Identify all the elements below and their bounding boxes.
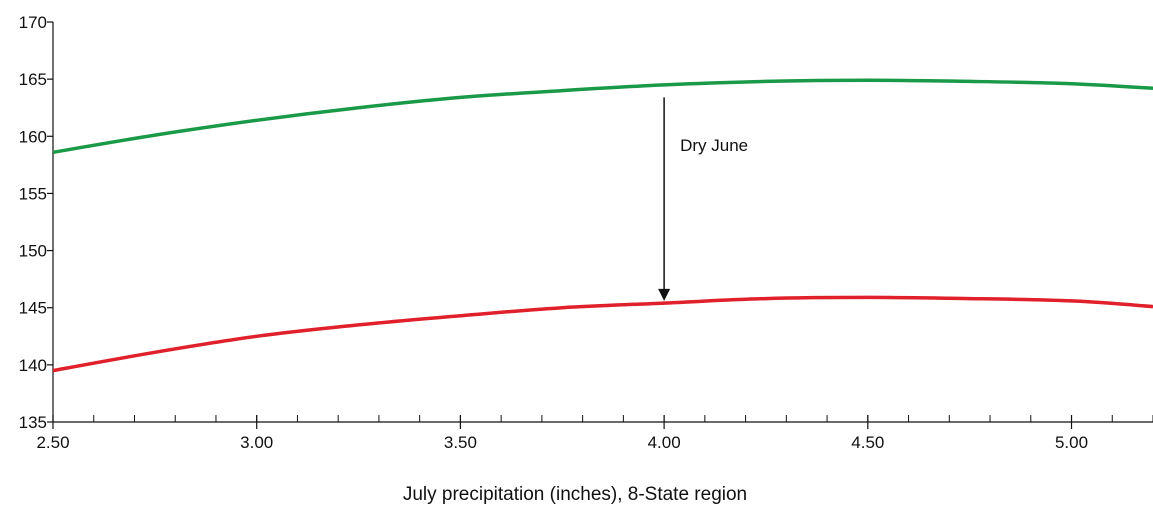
- y-tick-label: 145: [19, 299, 47, 318]
- x-tick-label: 3.00: [240, 433, 273, 452]
- y-tick-label: 160: [19, 127, 47, 146]
- y-tick-label: 150: [19, 242, 47, 261]
- y-tick-label: 155: [19, 184, 47, 203]
- y-ticks: 135 140 145 150 155 160 165 170: [19, 13, 53, 432]
- series-line-red: [52, 295, 1153, 373]
- x-tick-label: 4.50: [851, 433, 884, 452]
- series-group: [52, 78, 1153, 373]
- annotation-label: Dry June: [680, 136, 748, 155]
- x-axis-title: July precipitation (inches), 8-State reg…: [403, 484, 747, 505]
- x-ticks: 2.50 3.00 3.50 4.00 4.50 5.00: [36, 415, 1153, 452]
- y-tick-label: 140: [19, 356, 47, 375]
- x-tick-label: 2.50: [36, 433, 69, 452]
- x-tick-label: 4.00: [648, 433, 681, 452]
- annotation-arrow-head: [658, 288, 671, 301]
- x-tick-label: 3.50: [444, 433, 477, 452]
- series-line-green: [52, 78, 1153, 155]
- annotation-group: Dry June: [658, 97, 748, 301]
- x-tick-label: 5.00: [1055, 433, 1088, 452]
- y-tick-label: 135: [19, 413, 47, 432]
- y-tick-label: 170: [19, 13, 47, 32]
- x-axis: 2.50 3.00 3.50 4.00 4.50 5.00: [36, 415, 1153, 452]
- y-axis: 135 140 145 150 155 160 165 170: [19, 13, 54, 432]
- y-tick-label: 165: [19, 70, 47, 89]
